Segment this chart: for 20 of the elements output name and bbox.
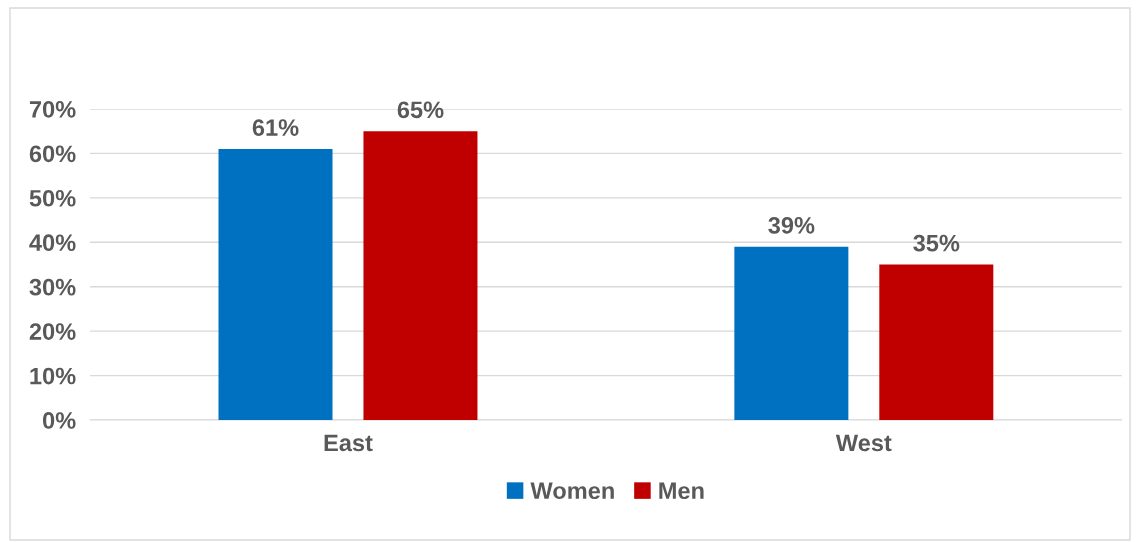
y-tick-label: 10%: [30, 367, 76, 385]
y-tick-label: 20%: [29, 323, 76, 340]
y-tick-label: 0%: [42, 412, 76, 429]
y-tick-label: 50%: [29, 189, 76, 207]
y-tick-label: 40%: [29, 234, 76, 252]
y-tick-label: 30%: [29, 278, 76, 296]
x-tick-label: West: [835, 434, 892, 452]
bar: [879, 264, 994, 421]
bar: [218, 148, 333, 421]
data-label: 61%: [252, 119, 299, 136]
data-label: 39%: [768, 217, 815, 234]
legend-label: Women: [530, 482, 614, 500]
bar: [363, 131, 478, 421]
data-label: 65%: [397, 101, 444, 119]
data-label: 35%: [913, 234, 960, 252]
y-tick-label: 70%: [29, 101, 76, 118]
x-tick-label: East: [324, 434, 373, 452]
bar: [734, 246, 849, 421]
y-tick-label: 60%: [29, 145, 76, 163]
legend-label: Men: [659, 482, 704, 500]
